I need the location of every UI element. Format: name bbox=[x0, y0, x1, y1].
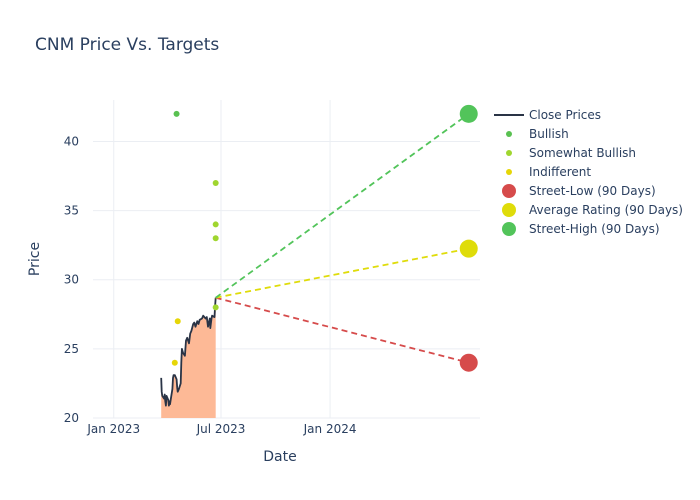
x-tick-label: Jan 2023 bbox=[86, 422, 140, 436]
legend-swatch bbox=[502, 203, 516, 217]
targets-layer bbox=[459, 104, 478, 372]
chart-title: CNM Price Vs. Targets bbox=[35, 35, 219, 55]
y-axis-ticks: 20 25 30 35 40 bbox=[64, 134, 79, 425]
rating-point bbox=[173, 110, 180, 117]
close-price-area bbox=[161, 297, 216, 418]
legend-swatch bbox=[506, 131, 512, 137]
rating-point bbox=[174, 318, 181, 325]
y-tick-label: 30 bbox=[64, 273, 79, 287]
target-point bbox=[459, 239, 478, 258]
price-area-layer bbox=[161, 297, 216, 418]
y-axis-label: Price bbox=[27, 242, 43, 276]
rating-point bbox=[212, 304, 219, 311]
target-line bbox=[215, 296, 469, 364]
rating-point bbox=[171, 359, 178, 366]
legend-swatch bbox=[506, 169, 512, 175]
rating-point bbox=[212, 221, 219, 228]
target-point bbox=[459, 353, 478, 372]
price-line-layer bbox=[160, 297, 217, 407]
legend-entry-label: Somewhat Bullish bbox=[529, 146, 636, 160]
legend-entry-label: Indifferent bbox=[529, 165, 591, 179]
target-lines bbox=[215, 113, 470, 364]
legend-swatch bbox=[502, 184, 516, 198]
rating-point bbox=[212, 179, 219, 186]
x-axis-label: Date bbox=[263, 449, 296, 465]
ratings-layer bbox=[171, 110, 219, 366]
legend: Close Prices Bullish Somewhat Bullish Indif… bbox=[494, 108, 683, 236]
target-line bbox=[215, 247, 469, 299]
target-line bbox=[215, 113, 470, 299]
x-tick-label: Jul 2023 bbox=[196, 422, 246, 436]
target-point bbox=[459, 104, 478, 123]
legend-entry-label: Close Prices bbox=[529, 108, 601, 122]
y-tick-label: 35 bbox=[64, 204, 79, 218]
x-axis-ticks: Jan 2023 Jul 2023 Jan 2024 bbox=[86, 422, 356, 436]
y-tick-label: 25 bbox=[64, 342, 79, 356]
legend-entry-label: Bullish bbox=[529, 127, 569, 141]
y-tick-label: 40 bbox=[64, 134, 79, 148]
y-tick-label: 20 bbox=[64, 411, 79, 425]
legend-swatch bbox=[502, 222, 516, 236]
legend-entry-label: Average Rating (90 Days) bbox=[529, 203, 683, 217]
rating-point bbox=[212, 235, 219, 242]
legend-entry-label: Street-Low (90 Days) bbox=[529, 184, 656, 198]
grid bbox=[93, 100, 480, 419]
x-tick-label: Jan 2024 bbox=[303, 422, 357, 436]
close-price-line bbox=[160, 297, 217, 407]
legend-entry-label: Street-High (90 Days) bbox=[529, 222, 660, 236]
legend-swatch bbox=[506, 150, 512, 156]
